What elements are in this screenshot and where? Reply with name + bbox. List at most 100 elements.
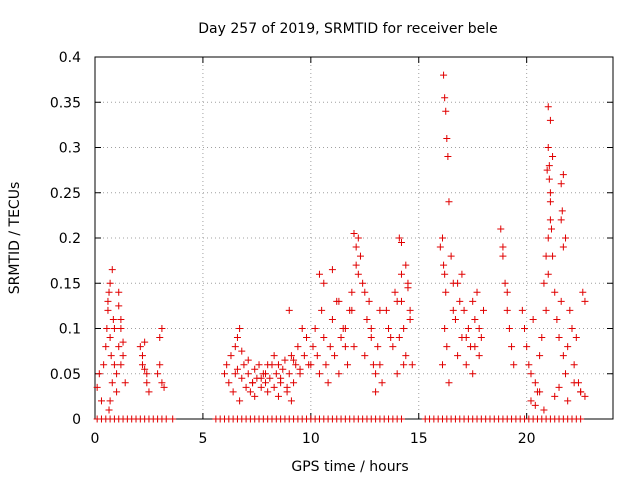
data-point [359,279,367,287]
data-point [454,279,462,287]
data-point [581,392,589,400]
data-point [527,397,535,405]
data-point [570,361,578,369]
data-point [283,383,291,391]
x-tick-label: 0 [91,431,100,447]
data-point [555,383,563,391]
data-point [272,370,280,378]
data-point [367,325,375,332]
data-point [227,352,235,360]
data-point [107,352,115,360]
data-point [438,234,446,242]
data-point [298,325,306,332]
data-point [221,370,228,378]
data-point [348,288,356,296]
data-point [462,334,470,342]
data-point [154,370,162,378]
data-point [318,306,326,314]
data-point [387,334,395,342]
data-point [400,361,408,369]
data-point [100,361,108,369]
data-point [558,207,566,215]
data-point [382,306,390,314]
data-point [443,343,451,351]
data-point [255,361,263,369]
data-point [143,370,151,378]
data-point [564,343,572,351]
data-point [311,325,319,332]
data-point [296,370,304,378]
data-point [315,370,323,378]
data-point [110,361,118,369]
data-point [501,279,509,287]
data-point [553,315,561,323]
data-point [523,343,531,351]
data-point [335,370,343,378]
data-point [440,261,448,269]
y-tick-label: 0.2 [59,231,81,247]
data-point [324,379,332,387]
data-point [108,379,116,387]
data-point [365,297,373,305]
data-point [536,388,544,396]
data-point [244,370,252,378]
data-point [549,252,557,260]
data-point [158,379,166,387]
data-point [408,361,416,369]
data-point [546,116,554,124]
data-point [354,270,362,278]
data-point [559,243,567,251]
data-point [397,297,405,305]
axis-ticks: 0 5 10 15 20 0 0.05 0.1 0.15 0.2 0.25 0.3 0.35 0.4 [50,50,613,447]
data-point [264,388,272,396]
data-point [307,361,315,369]
data-point [249,379,257,387]
data-point [445,379,453,387]
data-point [242,383,250,391]
data-point [236,325,244,332]
data-point [458,270,466,278]
data-point [564,397,572,405]
data-point [460,306,468,314]
data-point [372,388,380,396]
data-point [508,343,516,351]
data-point [251,392,259,400]
data-point [322,361,330,369]
data-point [544,144,552,151]
x-tick-label: 15 [410,431,428,447]
data-point [257,374,265,382]
data-point [105,406,113,414]
data-point [497,225,505,233]
data-point [480,306,487,314]
data-point [540,279,548,287]
data-point [315,270,323,278]
y-tick-label: 0.1 [59,322,81,338]
data-point [545,162,553,170]
data-point [499,243,507,251]
data-point [115,288,123,296]
data-point [328,315,336,323]
data-point [441,94,449,102]
data-point [443,134,451,142]
data-point [462,361,470,369]
data-point [119,352,127,360]
data-point [141,338,149,346]
data-point [354,234,362,242]
data-point [397,239,405,247]
data-point [543,166,551,174]
data-point [145,388,153,396]
data-point [110,325,118,332]
data-point [441,270,449,278]
data-point [106,397,114,405]
data-point [391,288,399,296]
data-point [440,71,448,79]
data-point [292,361,300,369]
data-point [106,279,114,287]
data-point [557,180,565,188]
data-point [115,302,123,310]
data-point [372,370,380,378]
data-point [285,306,293,314]
data-point [109,315,117,323]
data-point [542,252,550,260]
